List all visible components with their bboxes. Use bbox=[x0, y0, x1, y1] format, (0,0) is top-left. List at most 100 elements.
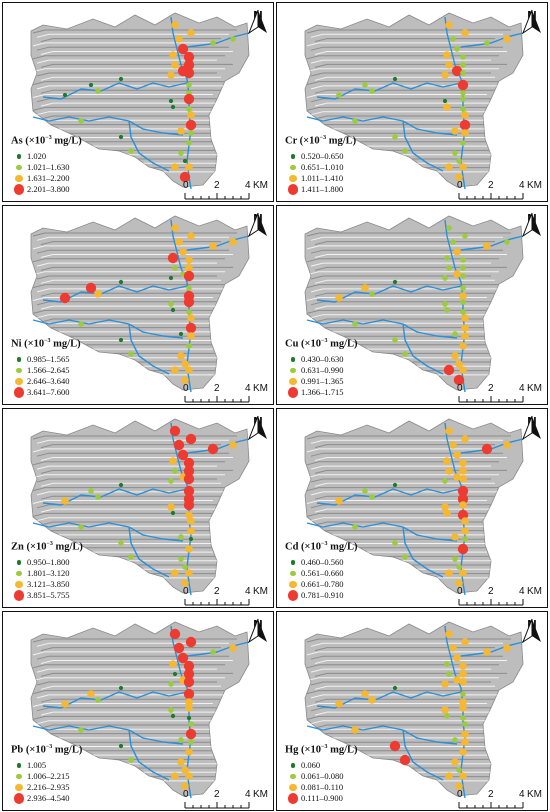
sampling-site bbox=[455, 173, 463, 181]
sampling-site bbox=[335, 294, 343, 302]
sampling-site bbox=[177, 127, 185, 135]
scale-bar: 0 2 4 KM bbox=[457, 180, 547, 201]
legend-item: 1.411–1.800 bbox=[285, 184, 356, 195]
legend-label: 0.631–0.990 bbox=[301, 365, 344, 376]
legend-item: 1.566–2.645 bbox=[11, 365, 81, 376]
sampling-site bbox=[443, 103, 451, 111]
sampling-site bbox=[443, 457, 451, 465]
scale-tick-label: 2 bbox=[488, 383, 494, 394]
sampling-site bbox=[453, 654, 461, 662]
sampling-site bbox=[185, 322, 197, 334]
sampling-site bbox=[452, 150, 458, 156]
sampling-site bbox=[461, 324, 469, 332]
legend-symbol bbox=[16, 570, 22, 577]
river-4 bbox=[128, 729, 170, 781]
scale-tick-label: 0 bbox=[457, 789, 463, 800]
north-arrow-icon: N bbox=[247, 415, 269, 441]
river-3 bbox=[306, 725, 458, 745]
river-1 bbox=[460, 32, 524, 48]
sampling-site bbox=[183, 270, 195, 282]
scale-bar: 0 2 4 KM bbox=[183, 383, 273, 404]
sampling-site bbox=[461, 527, 469, 535]
sampling-site bbox=[453, 473, 461, 481]
scale-unit: KM bbox=[527, 383, 542, 394]
legend-label: 1.566–2.645 bbox=[27, 365, 70, 376]
sampling-site bbox=[459, 678, 467, 686]
sampling-site bbox=[87, 690, 95, 698]
sampling-site bbox=[185, 545, 193, 553]
sampling-site bbox=[503, 644, 511, 652]
sampling-site bbox=[88, 488, 94, 494]
legend-label: 0.991–1.365 bbox=[301, 376, 344, 387]
sampling-site bbox=[178, 737, 184, 743]
sampling-site bbox=[446, 225, 452, 231]
scale-tick-label: 0 bbox=[183, 180, 189, 191]
sampling-site bbox=[209, 242, 217, 250]
sampling-site bbox=[185, 433, 197, 445]
sampling-site bbox=[449, 644, 457, 652]
sampling-site bbox=[392, 540, 398, 546]
sampling-site bbox=[168, 681, 174, 687]
legend-symbol bbox=[290, 560, 296, 565]
sampling-site bbox=[453, 270, 461, 278]
sampling-site bbox=[179, 248, 187, 256]
legend: Zn (×10−3 mg/L) 0.950–1.800 1.801–3.120 3.1… bbox=[11, 541, 83, 601]
sampling-site bbox=[461, 738, 469, 746]
sampling-site bbox=[183, 676, 195, 688]
sampling-site bbox=[188, 130, 194, 136]
sampling-site bbox=[459, 698, 467, 706]
sampling-site bbox=[460, 715, 466, 721]
sampling-site bbox=[352, 524, 358, 530]
legend-item: 2.646–3.640 bbox=[11, 376, 81, 387]
map-panel-as: N 0 2 4KM As (×10−3 mg/L) 1.0201.021–1.6301.6… bbox=[2, 2, 274, 202]
scale-unit: KM bbox=[253, 789, 268, 800]
sampling-site bbox=[453, 676, 461, 684]
map-canvas bbox=[304, 215, 524, 393]
sampling-site bbox=[461, 111, 469, 119]
sampling-site bbox=[460, 273, 466, 279]
map-canvas bbox=[30, 418, 250, 596]
sampling-site bbox=[461, 435, 469, 443]
sampling-site bbox=[187, 314, 195, 322]
scale-tick-label: 0 bbox=[183, 586, 189, 597]
sampling-site bbox=[167, 252, 179, 264]
sampling-site bbox=[459, 670, 467, 678]
legend-label: 0.651–1.010 bbox=[301, 162, 344, 173]
scale-tick-label: 2 bbox=[214, 789, 220, 800]
sampling-site bbox=[459, 662, 467, 670]
legend-item: 1.366–1.715 bbox=[285, 387, 358, 398]
sampling-site bbox=[441, 503, 449, 511]
sampling-site bbox=[445, 467, 453, 475]
sampling-site bbox=[187, 527, 195, 535]
sampling-site bbox=[173, 439, 185, 451]
legend-item: 0.081–0.110 bbox=[285, 782, 358, 793]
sampling-site bbox=[172, 265, 178, 271]
river-1 bbox=[186, 235, 250, 251]
legend-item: 1.011–1.410 bbox=[285, 173, 356, 184]
scale-tick-label: 0 bbox=[457, 586, 463, 597]
legend-symbol bbox=[287, 793, 299, 804]
legend-label: 1.006–2.215 bbox=[27, 771, 70, 782]
river-3 bbox=[306, 522, 458, 542]
sampling-site bbox=[444, 661, 450, 667]
river-1 bbox=[186, 32, 250, 48]
legend-symbol bbox=[16, 164, 22, 171]
legend-label: 3.121–3.850 bbox=[27, 579, 70, 590]
legend-symbol bbox=[289, 580, 297, 589]
legend-label: 0.781–0.910 bbox=[301, 590, 344, 601]
sampling-site bbox=[452, 556, 458, 562]
sampling-site bbox=[392, 337, 398, 343]
legend-item: 0.781–0.910 bbox=[285, 590, 358, 601]
sampling-site bbox=[186, 715, 192, 721]
sampling-site bbox=[455, 360, 463, 368]
sampling-site bbox=[462, 233, 468, 239]
sampling-site bbox=[207, 443, 219, 455]
river-4 bbox=[128, 526, 170, 578]
scale-tick-label: 4 bbox=[245, 180, 251, 191]
sampling-site bbox=[183, 51, 195, 63]
sampling-site bbox=[172, 671, 178, 677]
sampling-site bbox=[389, 740, 401, 752]
sampling-site bbox=[453, 451, 461, 459]
scale-tick-label: 4 bbox=[245, 586, 251, 597]
legend-item: 1.020 bbox=[11, 151, 82, 162]
